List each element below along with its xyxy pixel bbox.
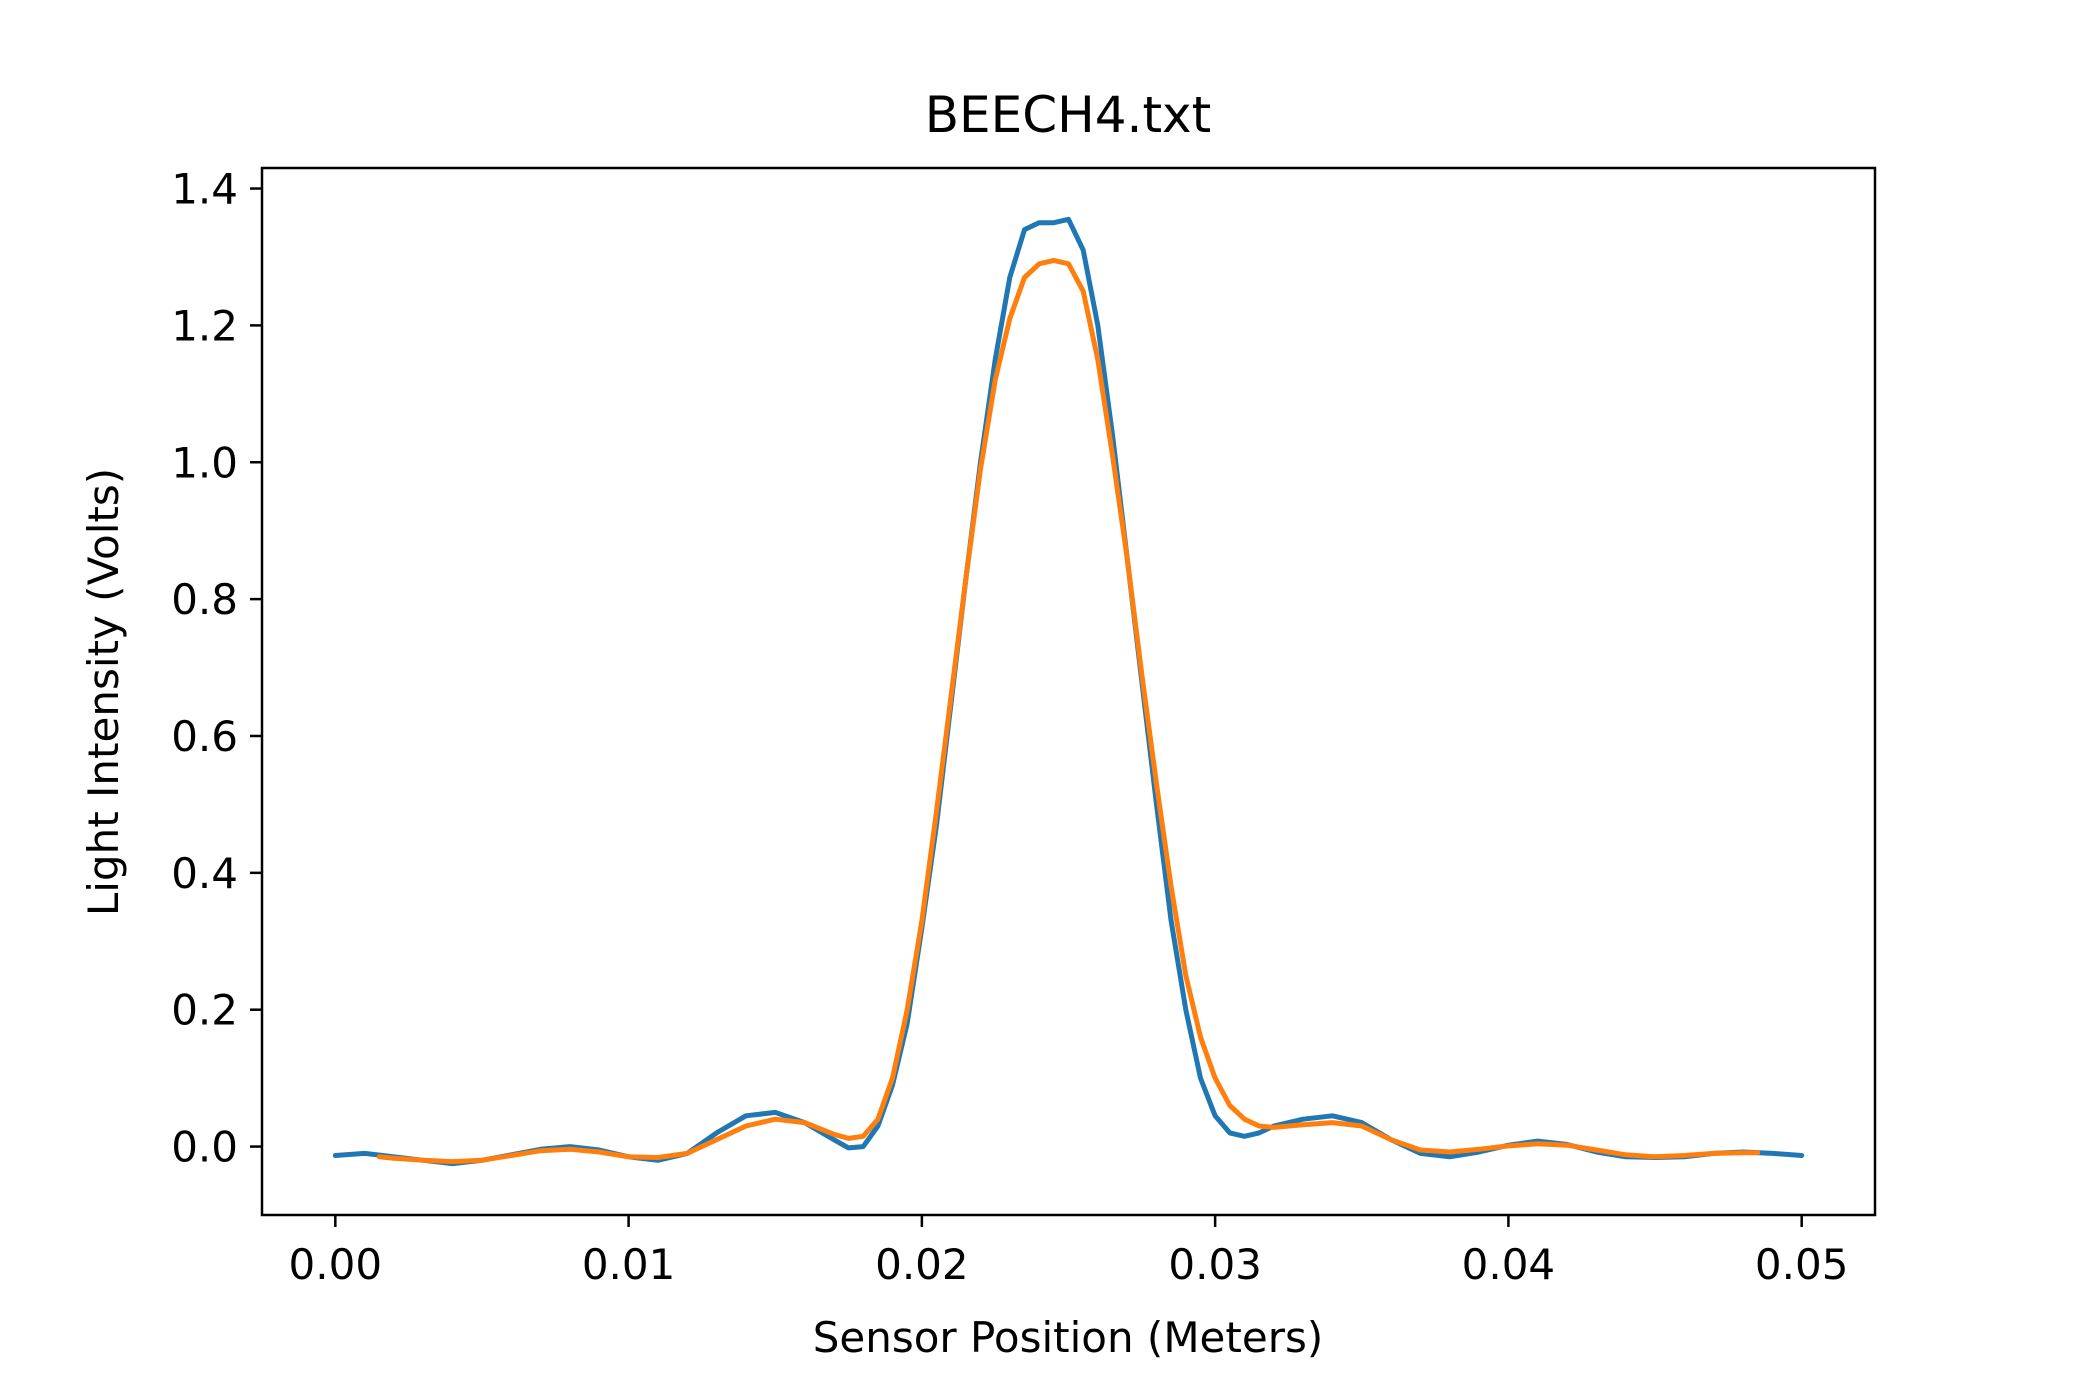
x-tick-label: 0.04: [1462, 1240, 1556, 1289]
tick-layer: 0.00 0.01 0.02 0.03 0.04 0.05 0.0 0.2 0.4 0.6 0.8 1…: [171, 165, 1848, 1289]
y-tick-label: 0.6: [171, 712, 238, 761]
x-tick-label: 0.00: [289, 1240, 383, 1289]
series-layer: [332, 216, 1805, 1167]
y-tick-label: 0.0: [171, 1123, 238, 1172]
y-tick-label: 0.4: [171, 849, 238, 898]
y-tick-label: 0.2: [171, 986, 238, 1035]
x-axis-label: Sensor Position (Meters): [813, 1313, 1324, 1362]
x-tick-label: 0.02: [875, 1240, 969, 1289]
y-tick-label: 1.4: [171, 165, 238, 214]
y-axis-label: Light Intensity (Volts): [79, 468, 128, 916]
y-tick-label: 1.0: [171, 438, 238, 487]
chart-title: BEECH4.txt: [925, 86, 1212, 144]
x-tick-label: 0.03: [1168, 1240, 1262, 1289]
x-tick-label: 0.01: [582, 1240, 676, 1289]
plot-frame: [260, 166, 1877, 1217]
series-line-2: [376, 257, 1761, 1165]
y-tick-label: 1.2: [171, 301, 238, 350]
y-tick-label: 0.8: [171, 575, 238, 624]
x-tick-label: 0.05: [1755, 1240, 1849, 1289]
